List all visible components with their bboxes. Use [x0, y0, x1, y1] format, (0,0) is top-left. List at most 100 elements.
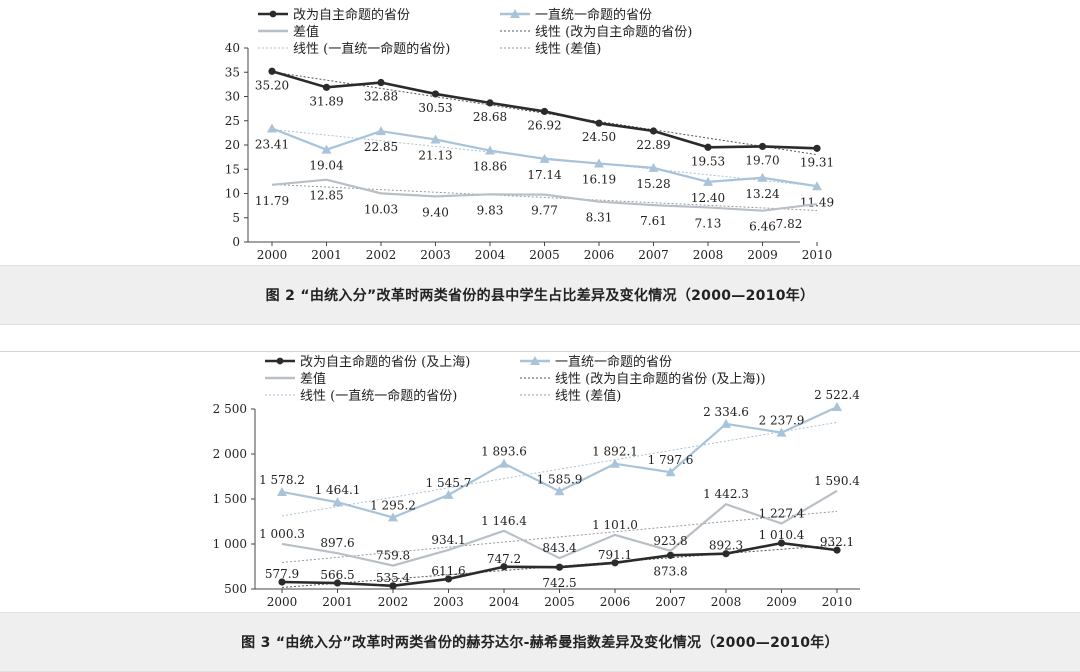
y-tick-label: 15 — [225, 162, 240, 176]
series-0-data-label: 31.89 — [309, 94, 343, 108]
series-1-point — [332, 497, 343, 507]
series-0-data-label: 24.50 — [582, 130, 616, 144]
series-1-data-label: 15.28 — [636, 177, 670, 191]
series-0-data-label: 747.2 — [487, 552, 521, 566]
figure-2-caption: 图 2 “由统入分”改革时两类省份的县中学生占比差异及变化情况（2000—201… — [265, 288, 815, 304]
legend-label: 线性 (改为自主命题的省份 (及上海)) — [555, 371, 766, 387]
legend-swatch-marker — [530, 356, 540, 365]
series-0-point — [704, 143, 712, 151]
figure-2-caption-bar: 图 2 “由统入分”改革时两类省份的县中学生占比差异及变化情况（2000—201… — [0, 265, 1080, 325]
figure-2-panel: 0 5 10 15 20 25 30 35 40 2000 2001 2002 2003 2004 2005… — [0, 0, 1080, 325]
series-0-point — [389, 582, 397, 590]
series-2-data-label: 1 442.3 — [703, 487, 749, 501]
x-tick-label: 2005 — [544, 595, 575, 609]
series-2-data-label: 12.85 — [309, 189, 343, 203]
x-tick-label: 2001 — [311, 248, 342, 262]
x-tick-label: 2010 — [822, 595, 853, 609]
series-0-data-label: 791.1 — [598, 548, 632, 562]
series-2-data-label: 923.8 — [653, 534, 687, 548]
series-2-data-label: 934.1 — [431, 533, 465, 547]
legend-label: 线性 (差值) — [535, 41, 601, 57]
series-0-data-label: 535.4 — [376, 571, 411, 585]
series-2-data-label: 7.13 — [695, 216, 722, 230]
legend-label: 线性 (一直统一命题的省份) — [300, 388, 457, 404]
series-2-data-label: 897.6 — [320, 536, 354, 550]
x-tick-label: 2004 — [489, 595, 520, 609]
trendline-1 — [281, 421, 838, 517]
series-2-data-label: 9.40 — [422, 205, 449, 219]
series-0-point — [758, 142, 767, 151]
series-0-point — [322, 83, 331, 91]
series-0-data-label: 22.89 — [636, 138, 670, 152]
y-tick-label: 500 — [224, 582, 247, 596]
series-0-data-label: 28.68 — [473, 110, 507, 124]
series-1-data-label: 22.85 — [364, 140, 398, 154]
series-1-data-label: 13.24 — [745, 187, 780, 201]
series-1-point — [776, 427, 787, 437]
series-0-data-label: 19.31 — [800, 155, 834, 169]
series-0-point — [444, 575, 453, 583]
series-0-point — [540, 107, 549, 116]
series-0-data-label: 26.92 — [527, 118, 561, 132]
series-0-point — [833, 546, 841, 554]
y-tick-label: 25 — [225, 114, 240, 128]
series-1-data-label: 1 892.1 — [592, 445, 638, 459]
series-1-point — [832, 401, 842, 411]
series-1-point — [610, 458, 620, 468]
series-2-data-label: 8.31 — [586, 211, 613, 225]
series-2-data-label: 9.77 — [531, 204, 558, 218]
series-1-point — [721, 418, 731, 428]
series-0-data-label: 892.3 — [709, 539, 743, 553]
series-1-data-label: 1 464.1 — [315, 483, 361, 497]
series-1-data-label: 1 797.6 — [648, 453, 694, 467]
y-tick-label: 2 000 — [213, 447, 247, 461]
y-tick-label: 10 — [225, 187, 240, 201]
series-1-point — [443, 489, 454, 499]
trendline-0 — [281, 544, 838, 588]
series-line-2 — [271, 178, 818, 212]
series-1-point — [376, 126, 386, 136]
series-0-point — [268, 67, 276, 75]
series-1-point — [539, 153, 550, 163]
x-tick-label: 2005 — [529, 248, 560, 262]
x-tick-label: 2002 — [366, 248, 397, 262]
x-tick-label: 2001 — [322, 595, 353, 609]
y-tick-label: 1 500 — [213, 492, 247, 506]
series-1-point — [703, 176, 713, 186]
series-1-data-label: 16.19 — [582, 172, 616, 186]
series-0-data-label: 566.5 — [320, 568, 354, 582]
series-2-data-label: 759.8 — [376, 549, 410, 563]
x-tick-label: 2004 — [475, 248, 506, 262]
series-1-data-label: 1 545.7 — [426, 476, 472, 490]
series-1-point — [665, 467, 676, 477]
series-1-data-label: 1 893.6 — [481, 445, 527, 459]
x-tick-label: 2008 — [693, 248, 724, 262]
series-1-point — [648, 162, 659, 172]
x-tick-label: 2006 — [584, 248, 615, 262]
series-1-point — [554, 486, 565, 496]
y-tick-label: 1 000 — [213, 537, 247, 551]
series-0-point — [611, 559, 619, 567]
figure-3-caption-bar: 图 3 “由统入分”改革时两类省份的赫芬达尔-赫希曼指数差异及变化情况（2000… — [0, 612, 1080, 672]
series-1-point — [499, 458, 509, 468]
series-2-data-label: 10.03 — [364, 202, 398, 216]
x-tick-label: 2006 — [600, 595, 631, 609]
series-0-data-label: 32.88 — [364, 90, 398, 104]
series-1-data-label: 1 585.9 — [537, 472, 583, 486]
series-1-point — [430, 134, 441, 144]
legend-label: 线性 (差值) — [555, 388, 621, 404]
series-0-point — [333, 579, 342, 587]
x-tick-label: 2003 — [420, 248, 451, 262]
series-0-point — [486, 99, 494, 107]
series-1-data-label: 12.40 — [691, 191, 725, 205]
x-tick-label: 2000 — [267, 595, 298, 609]
series-2-data-label: 1 227.4 — [759, 507, 805, 521]
series-1-point — [388, 512, 398, 522]
series-0-point — [555, 563, 564, 571]
figure-3-caption: 图 3 “由统入分”改革时两类省份的赫芬达尔-赫希曼指数差异及变化情况（2000… — [241, 635, 839, 651]
series-0-data-label: 19.53 — [691, 154, 725, 168]
series-1-data-label: 18.86 — [473, 160, 507, 174]
series-1-point — [757, 172, 768, 182]
x-tick-label: 2002 — [378, 595, 409, 609]
series-0-data-label: 30.53 — [418, 101, 452, 115]
